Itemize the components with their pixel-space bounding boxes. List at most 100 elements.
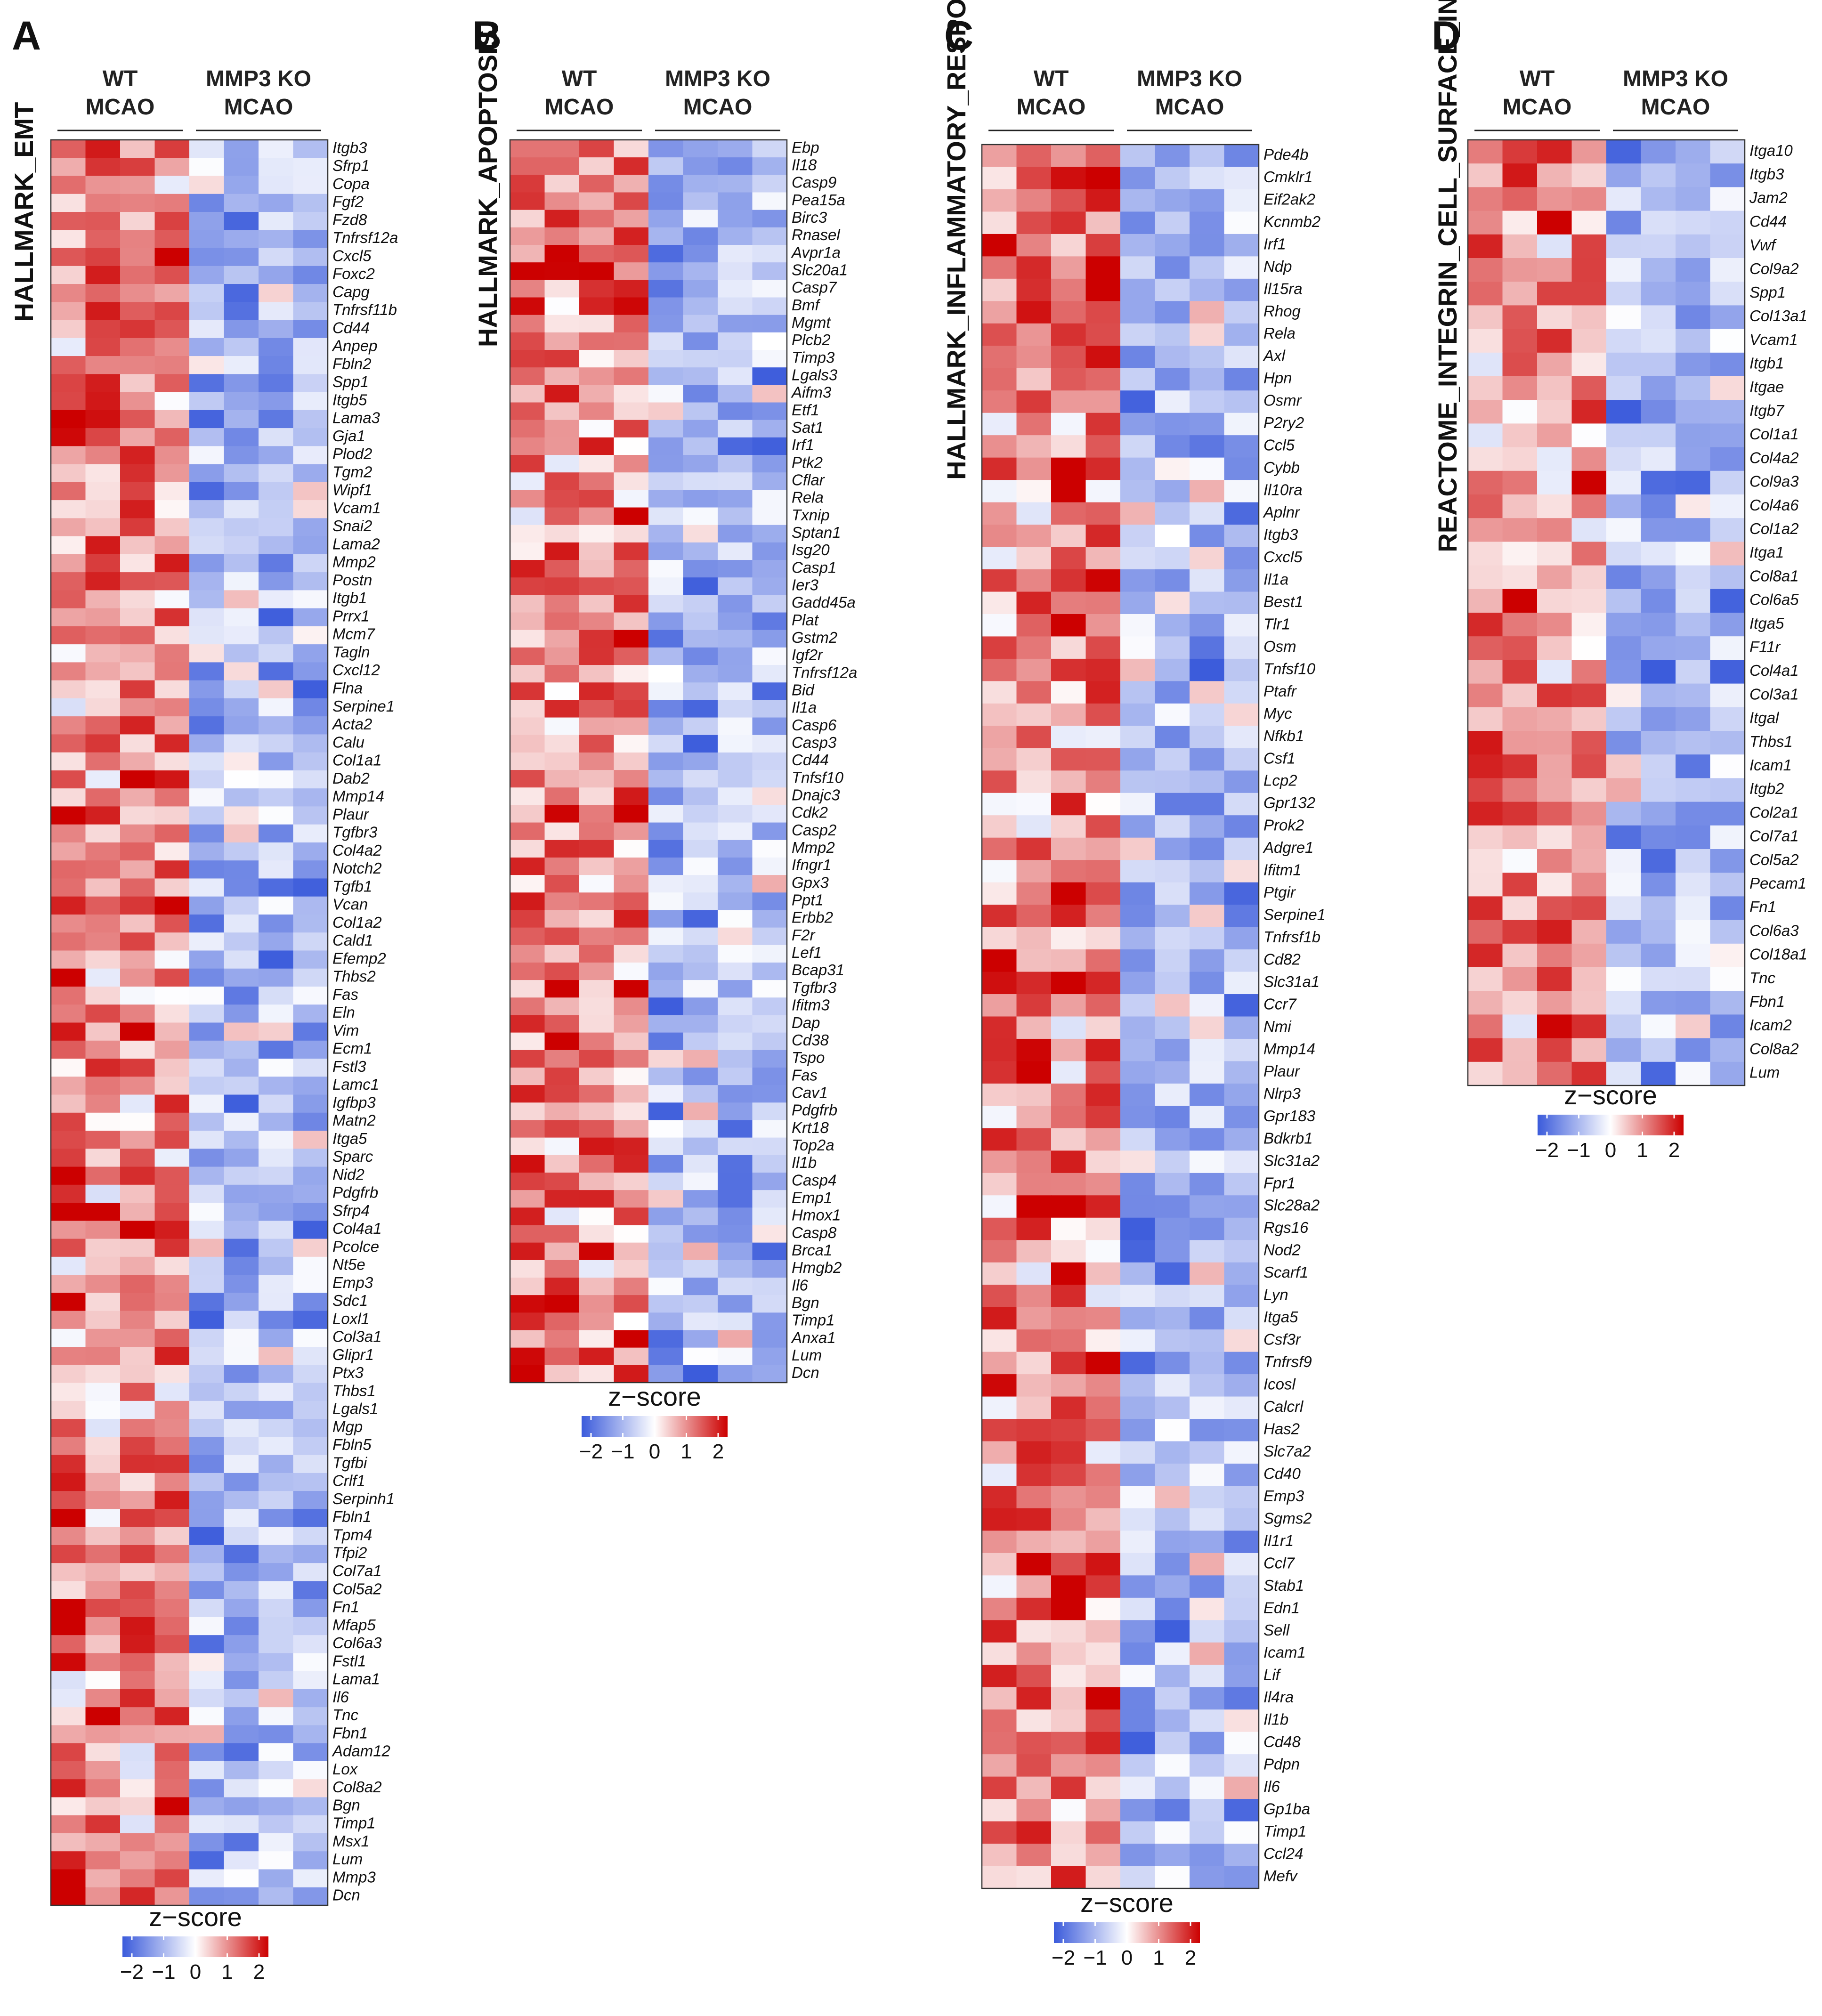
heatmap-cell <box>718 262 753 280</box>
color-legend: z−score−2 −1 0 1 2 <box>1052 1888 1200 1969</box>
heatmap-cell <box>1224 1374 1259 1397</box>
heatmap-cell <box>648 612 684 631</box>
gene-label: Itga5 <box>1263 1308 1298 1326</box>
heatmap-cell <box>683 1295 718 1313</box>
gene-label: Lox <box>332 1760 358 1778</box>
heatmap-cell <box>579 1365 615 1383</box>
heatmap-cell <box>752 192 787 211</box>
heatmap-cell <box>1502 447 1538 471</box>
heatmap-cell <box>1155 457 1190 480</box>
heatmap-cell <box>579 525 615 543</box>
heatmap-cell <box>1085 569 1121 592</box>
heatmap-cell <box>189 1815 225 1834</box>
heatmap-cell <box>51 1491 86 1509</box>
heatmap-cell <box>982 1419 1017 1442</box>
heatmap-cell <box>510 665 545 683</box>
heatmap-cell <box>1051 1016 1086 1039</box>
heatmap-cell <box>224 1437 259 1456</box>
heatmap-border <box>509 139 788 1384</box>
heatmap-cell <box>1468 329 1503 353</box>
heatmap-cell <box>1224 703 1259 726</box>
heatmap-cell <box>154 680 190 699</box>
heatmap-cell <box>1710 494 1745 518</box>
heatmap-cell <box>120 464 155 483</box>
heatmap-cell <box>1085 1195 1121 1218</box>
heatmap-cell <box>1155 1642 1190 1665</box>
heatmap-cell <box>544 315 580 333</box>
heatmap-cell <box>154 788 190 807</box>
heatmap-cell <box>189 770 225 789</box>
heatmap-cell <box>1051 502 1086 525</box>
heatmap-cell <box>614 875 649 893</box>
heatmap-cell <box>1710 234 1745 259</box>
heatmap-cell <box>189 1383 225 1401</box>
heatmap-cell <box>51 1437 86 1456</box>
heatmap-cell <box>579 752 615 770</box>
heatmap-cell <box>1224 1866 1259 1889</box>
heatmap-cell <box>510 700 545 718</box>
heatmap-cell <box>259 554 294 573</box>
heatmap-cell <box>1641 589 1676 613</box>
gene-label: Aifm3 <box>791 384 832 401</box>
heatmap-cell <box>1155 435 1190 458</box>
heatmap-cell <box>510 1085 545 1103</box>
heatmap-cell <box>51 1149 86 1167</box>
heatmap-cell <box>293 1419 328 1437</box>
heatmap-cell <box>718 1242 753 1261</box>
heatmap-cell <box>1085 457 1121 480</box>
heatmap-cell <box>85 1004 121 1023</box>
heatmap-cell <box>85 1077 121 1095</box>
heatmap-cell <box>120 734 155 753</box>
heatmap-cell <box>1571 282 1607 306</box>
heatmap-cell <box>1537 234 1572 259</box>
heatmap-cell <box>120 1347 155 1365</box>
heatmap-cell <box>982 1038 1017 1062</box>
heatmap-cell <box>1155 1530 1190 1554</box>
gene-label: Dnajc3 <box>792 786 840 804</box>
heatmap-cell <box>510 420 545 438</box>
heatmap-cell <box>648 1155 684 1173</box>
heatmap-cell <box>1571 967 1607 991</box>
heatmap-cell <box>648 385 684 403</box>
heatmap-cell <box>752 962 787 980</box>
legend-tick-label: −2 <box>120 1960 144 1984</box>
heatmap-cell <box>259 1131 294 1149</box>
gene-label: Bgn <box>792 1294 819 1311</box>
heatmap-cell <box>683 577 718 595</box>
heatmap-cell <box>1120 390 1156 413</box>
heatmap-cell <box>51 518 86 537</box>
group-header-label: MMP3 KO <box>206 66 311 91</box>
heatmap-cell <box>1224 793 1259 816</box>
heatmap-cell <box>51 1707 86 1726</box>
heatmap-cell <box>1051 1530 1086 1554</box>
gene-label: Tnfsf10 <box>792 769 844 786</box>
gene-label: Col5a2 <box>332 1580 382 1597</box>
heatmap-cell <box>85 806 121 825</box>
heatmap-cell <box>1155 390 1190 413</box>
heatmap-cell <box>1016 346 1052 369</box>
group-header-label: MCAO <box>683 95 753 120</box>
heatmap-cell <box>1190 145 1225 168</box>
panel-label: D <box>1432 13 1461 58</box>
heatmap-cell <box>1155 1240 1190 1263</box>
heatmap-cell <box>1016 301 1052 324</box>
heatmap-cell <box>1502 400 1538 424</box>
heatmap-cell <box>259 608 294 627</box>
heatmap-cell <box>1537 967 1572 991</box>
heatmap-cell <box>1537 589 1572 613</box>
heatmap-cell <box>1571 542 1607 566</box>
heatmap-cell <box>1571 660 1607 684</box>
heatmap-cell <box>259 284 294 302</box>
heatmap-cell <box>982 1352 1017 1375</box>
heatmap-cell <box>51 1509 86 1528</box>
heatmap-cell <box>154 518 190 537</box>
gene-label: Casp1 <box>792 559 836 576</box>
heatmap-cell <box>1016 256 1052 279</box>
heatmap-cell <box>1190 234 1225 257</box>
gene-label: Scarf1 <box>1263 1263 1308 1281</box>
heatmap-cell <box>120 1509 155 1528</box>
heatmap-cell <box>1120 368 1156 391</box>
heatmap-cell <box>120 1869 155 1888</box>
heatmap-cell <box>1120 1732 1156 1755</box>
heatmap-cell <box>648 927 684 946</box>
